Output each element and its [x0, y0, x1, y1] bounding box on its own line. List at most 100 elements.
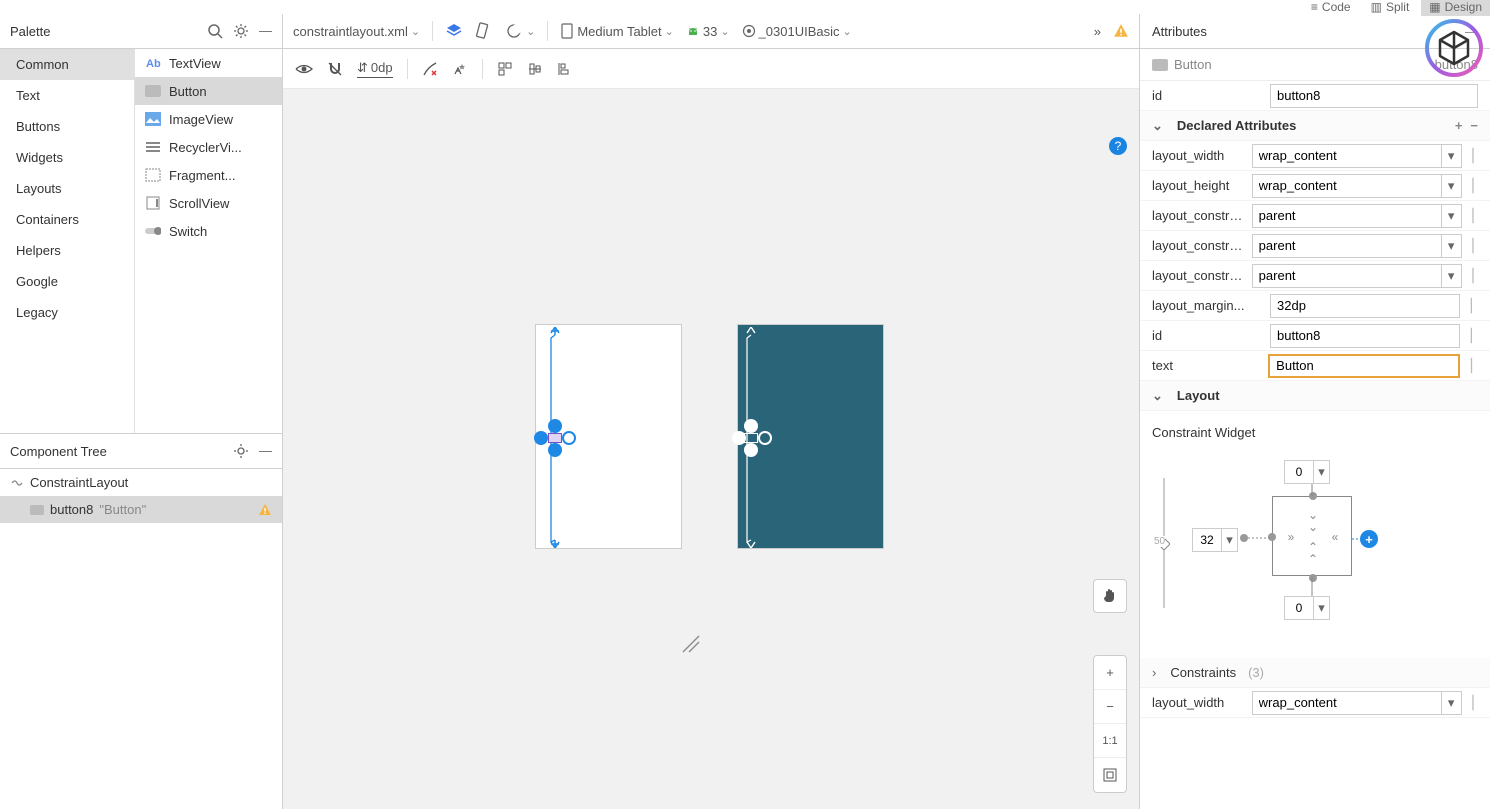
attr-value-input[interactable]: [1252, 204, 1442, 228]
palette-widget[interactable]: RecyclerVi...: [135, 133, 282, 161]
attr-value-input[interactable]: [1270, 294, 1460, 318]
selected-button[interactable]: [548, 433, 562, 443]
palette-category[interactable]: Layouts: [0, 173, 134, 204]
search-icon[interactable]: [207, 23, 223, 39]
minimize-icon[interactable]: —: [259, 443, 272, 459]
dropdown-icon[interactable]: ▾: [1442, 204, 1462, 228]
constraint-handle-bottom[interactable]: [744, 443, 758, 457]
constraints-section-header[interactable]: › Constraints (3): [1140, 658, 1490, 688]
layers-icon[interactable]: [445, 22, 463, 40]
declared-attributes-header[interactable]: ⌄ Declared Attributes +−: [1140, 111, 1490, 141]
attr-value-input[interactable]: [1270, 324, 1460, 348]
file-name[interactable]: constraintlayout.xml ⌄: [293, 24, 420, 39]
dropdown-icon[interactable]: ▾: [1442, 264, 1462, 288]
attr-label: layout_constrai...: [1152, 208, 1244, 223]
device-select[interactable]: Medium Tablet ⌄: [560, 23, 674, 39]
tree-root[interactable]: ConstraintLayout: [0, 469, 282, 496]
attr-value-input[interactable]: [1252, 234, 1442, 258]
magnet-icon[interactable]: [327, 61, 343, 77]
palette-widget[interactable]: AbTextView: [135, 49, 282, 77]
design-surface[interactable]: [535, 324, 682, 549]
dropdown-icon[interactable]: ▾: [1442, 144, 1462, 168]
orientation-icon[interactable]: [475, 22, 493, 40]
palette-category[interactable]: Text: [0, 80, 134, 111]
palette-category[interactable]: Containers: [0, 204, 134, 235]
theme-select[interactable]: _0301UIBasic ⌄: [742, 24, 852, 39]
selected-button-bp[interactable]: [744, 433, 758, 443]
palette-category[interactable]: Widgets: [0, 142, 134, 173]
overflow-icon[interactable]: »: [1094, 24, 1101, 39]
infer-constraints-icon[interactable]: [452, 61, 468, 77]
palette-widget[interactable]: Fragment...: [135, 161, 282, 189]
minimize-icon[interactable]: —: [259, 23, 272, 39]
warning-icon[interactable]: [258, 503, 272, 517]
palette-widget[interactable]: Button: [135, 77, 282, 105]
palette-widget[interactable]: Switch: [135, 217, 282, 245]
constraint-handle-top[interactable]: [548, 419, 562, 433]
guideline-icon[interactable]: [497, 61, 513, 77]
constraint-handle-bottom[interactable]: [548, 443, 562, 457]
zoom-out-button[interactable]: −: [1094, 690, 1126, 724]
attr-value-input[interactable]: [1268, 354, 1460, 378]
palette-category[interactable]: Helpers: [0, 235, 134, 266]
flag-icon[interactable]: ⎮: [1470, 238, 1478, 254]
attributes-title: Attributes: [1152, 24, 1207, 39]
margin-left-input[interactable]: ▾: [1192, 528, 1238, 552]
help-icon[interactable]: ?: [1109, 137, 1127, 155]
add-attr-button[interactable]: +: [1455, 118, 1463, 133]
design-canvas[interactable]: ?: [283, 89, 1139, 809]
attr-value-input[interactable]: [1252, 264, 1442, 288]
dropdown-icon[interactable]: ▾: [1442, 174, 1462, 198]
constraint-box[interactable]: ⌄ ⌄ ⌃ ⌃ » «: [1272, 496, 1352, 576]
dropdown-icon[interactable]: ▾: [1442, 234, 1462, 258]
flag-icon[interactable]: ⎮: [1470, 148, 1478, 164]
attr-id-input[interactable]: [1270, 84, 1478, 108]
margin-top-input[interactable]: ▾: [1284, 460, 1330, 484]
palette-category[interactable]: Common: [0, 49, 134, 80]
palette-category[interactable]: Buttons: [0, 111, 134, 142]
add-constraint-right-button[interactable]: +: [1360, 530, 1378, 548]
attr-value-input[interactable]: [1252, 691, 1442, 715]
flag-icon[interactable]: ⎮: [1470, 268, 1478, 284]
palette-widget[interactable]: ImageView: [135, 105, 282, 133]
margin-bottom-input[interactable]: ▾: [1284, 596, 1330, 620]
tree-child[interactable]: button8 "Button": [0, 496, 282, 523]
gear-icon[interactable]: [233, 23, 249, 39]
pan-button[interactable]: [1093, 579, 1127, 613]
align-icon[interactable]: [527, 61, 543, 77]
zoom-fit-button[interactable]: [1094, 758, 1126, 792]
warning-icon[interactable]: [1113, 23, 1129, 39]
pack-icon[interactable]: [557, 61, 573, 77]
night-icon[interactable]: ⌄: [505, 22, 535, 40]
zoom-1to1-button[interactable]: 1:1: [1094, 724, 1126, 758]
api-select[interactable]: 33 ⌄: [686, 24, 730, 39]
constraint-handle-left[interactable]: [534, 431, 548, 445]
constraint-handle-top[interactable]: [744, 419, 758, 433]
palette-category[interactable]: Google: [0, 266, 134, 297]
component-tree-panel: Component Tree — ConstraintLayout button…: [0, 433, 282, 809]
default-margin[interactable]: ⇵0dp: [357, 60, 393, 78]
flag-icon[interactable]: ⎮: [1470, 208, 1478, 224]
attr-value-input[interactable]: [1252, 174, 1442, 198]
resize-handle-icon[interactable]: [679, 632, 703, 656]
attr-value-input[interactable]: [1252, 144, 1442, 168]
layout-section-header[interactable]: ⌄ Layout: [1140, 381, 1490, 411]
constraint-handle-right[interactable]: [758, 431, 772, 445]
flag-icon[interactable]: ⎮: [1470, 695, 1478, 711]
flag-icon[interactable]: ⎮: [1468, 298, 1478, 314]
flag-icon[interactable]: ⎮: [1468, 358, 1478, 374]
blueprint-surface[interactable]: [737, 324, 884, 549]
clear-constraints-icon[interactable]: [422, 61, 438, 77]
vertical-bias-slider[interactable]: 50: [1158, 478, 1170, 608]
flag-icon[interactable]: ⎮: [1470, 178, 1478, 194]
dropdown-icon[interactable]: ▾: [1442, 691, 1462, 715]
gear-icon[interactable]: [233, 443, 249, 459]
zoom-in-button[interactable]: +: [1094, 656, 1126, 690]
flag-icon[interactable]: ⎮: [1468, 328, 1478, 344]
palette-category[interactable]: Legacy: [0, 297, 134, 328]
eye-icon[interactable]: [295, 62, 313, 76]
constraint-handle-right[interactable]: [562, 431, 576, 445]
palette-widget[interactable]: ScrollView: [135, 189, 282, 217]
chevron-down-icon: ⌄: [1152, 388, 1163, 404]
remove-attr-button[interactable]: −: [1470, 118, 1478, 133]
